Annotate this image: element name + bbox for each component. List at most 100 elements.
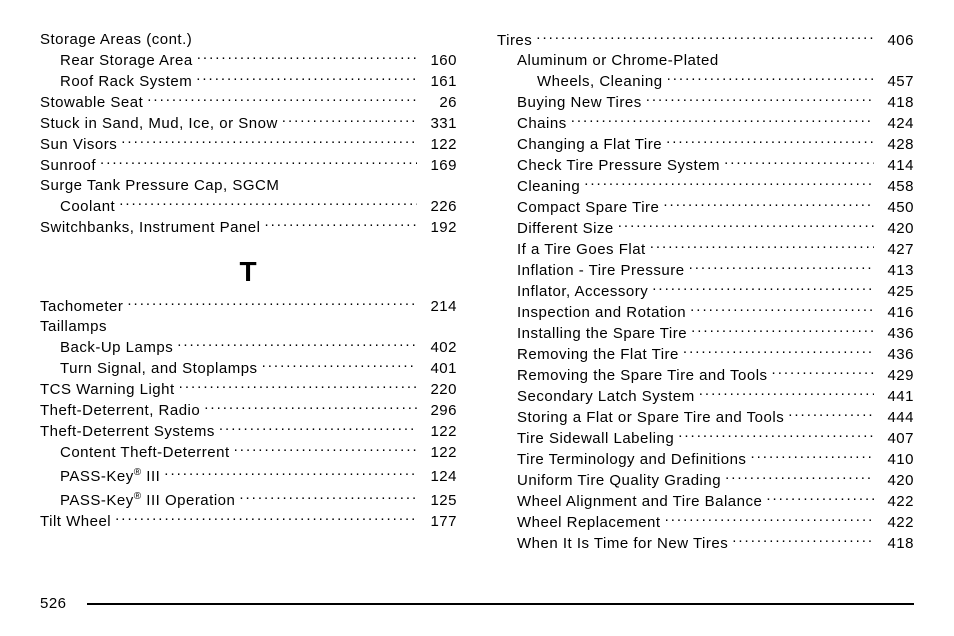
index-entry: Changing a Flat Tire 428	[497, 134, 914, 155]
leader-dots	[584, 176, 874, 191]
leader-dots	[121, 134, 417, 149]
index-entry: Coolant 226	[40, 196, 457, 217]
index-entry: Storing a Flat or Spare Tire and Tools44…	[497, 407, 914, 428]
entry-label: Turn Signal, and Stoplamps	[40, 359, 258, 379]
entry-label: Changing a Flat Tire	[497, 135, 662, 155]
entry-label: Inflation - Tire Pressure	[497, 261, 685, 281]
entry-page: 418	[878, 93, 914, 113]
entry-page: 331	[421, 114, 457, 134]
entry-page: 427	[878, 240, 914, 260]
entry-label: Uniform Tire Quality Grading	[497, 471, 721, 491]
entry-label: Aluminum or Chrome-Plated	[497, 51, 719, 71]
leader-dots	[666, 134, 874, 149]
entry-page: 410	[878, 450, 914, 470]
index-entry: Sun Visors122	[40, 134, 457, 155]
entry-label: Tire Sidewall Labeling	[497, 429, 674, 449]
entry-page: 122	[421, 443, 457, 463]
leader-dots	[115, 511, 417, 526]
index-entry: Secondary Latch System 441	[497, 386, 914, 407]
entry-label: Compact Spare Tire	[497, 198, 659, 218]
entry-label: If a Tire Goes Flat	[497, 240, 646, 260]
index-entry: Wheel Replacement422	[497, 512, 914, 533]
entry-label: Switchbanks, Instrument Panel	[40, 218, 260, 238]
entry-label: Inspection and Rotation	[497, 303, 686, 323]
leader-dots	[282, 113, 417, 128]
index-entry: Back-Up Lamps402	[40, 337, 457, 358]
entry-label: Inflator, Accessory	[497, 282, 648, 302]
entry-label: Stowable Seat	[40, 93, 143, 113]
index-entry: Theft-Deterrent Systems122	[40, 421, 457, 442]
entry-label: Sun Visors	[40, 135, 117, 155]
entry-label: Sunroof	[40, 156, 96, 176]
leader-dots	[678, 428, 874, 443]
entry-page: 402	[421, 338, 457, 358]
leader-dots	[127, 296, 417, 311]
leader-dots	[197, 50, 417, 65]
entry-page: 424	[878, 114, 914, 134]
index-page: Storage Areas (cont.)Rear Storage Area16…	[0, 0, 954, 554]
leader-dots	[164, 466, 417, 481]
entry-label: Taillamps	[40, 317, 107, 337]
entry-label: When It Is Time for New Tires	[497, 534, 728, 554]
index-entry: Buying New Tires 418	[497, 92, 914, 113]
index-entry: PASS-Key® III Operation125	[40, 487, 457, 511]
entry-label: Cleaning	[497, 177, 580, 197]
entry-page: 226	[421, 197, 457, 217]
leader-dots	[177, 337, 417, 352]
index-entry: Roof Rack System161	[40, 71, 457, 92]
index-entry: Taillamps	[40, 317, 457, 337]
index-entry: When It Is Time for New Tires418	[497, 533, 914, 554]
leader-dots	[772, 365, 874, 380]
index-entry: Uniform Tire Quality Grading 420	[497, 470, 914, 491]
index-entry: TCS Warning Light220	[40, 379, 457, 400]
leader-dots	[264, 217, 417, 232]
entry-label: Tires	[497, 31, 532, 51]
leader-dots	[724, 155, 874, 170]
index-entry: Different Size420	[497, 218, 914, 239]
leader-dots	[691, 323, 874, 338]
entry-page: 169	[421, 156, 457, 176]
index-entry: Rear Storage Area160	[40, 50, 457, 71]
entry-page: 177	[421, 512, 457, 532]
index-entry: Check Tire Pressure System414	[497, 155, 914, 176]
entry-label: Tilt Wheel	[40, 512, 111, 532]
entry-label: Rear Storage Area	[40, 51, 193, 71]
leader-dots	[536, 30, 874, 45]
entry-label: Chains	[497, 114, 567, 134]
index-entry: Inflator, Accessory 425	[497, 281, 914, 302]
left-top-entries: Storage Areas (cont.)Rear Storage Area16…	[40, 30, 457, 238]
entry-page: 124	[421, 467, 457, 487]
leader-dots	[204, 400, 417, 415]
entry-page: 436	[878, 345, 914, 365]
footer-rule	[87, 603, 914, 605]
leader-dots	[239, 490, 417, 505]
leader-dots	[766, 491, 874, 506]
entry-page: 425	[878, 282, 914, 302]
entry-page: 441	[878, 387, 914, 407]
entry-label: Different Size	[497, 219, 614, 239]
entry-label: Tire Terminology and Definitions	[497, 450, 746, 470]
entry-label: Installing the Spare Tire	[497, 324, 687, 344]
entry-label: Theft-Deterrent Systems	[40, 422, 215, 442]
entry-page: 422	[878, 492, 914, 512]
index-entry: Inflation - Tire Pressure413	[497, 260, 914, 281]
leader-dots	[179, 379, 417, 394]
entry-page: 214	[421, 297, 457, 317]
entry-page: 407	[878, 429, 914, 449]
entry-label: Coolant	[40, 197, 115, 217]
leader-dots	[196, 71, 417, 86]
leader-dots	[665, 512, 874, 527]
index-entry: Tire Terminology and Definitions 410	[497, 449, 914, 470]
entry-label: Buying New Tires	[497, 93, 642, 113]
entry-page: 420	[878, 471, 914, 491]
index-entry: Stuck in Sand, Mud, Ice, or Snow331	[40, 113, 457, 134]
entry-page: 26	[421, 93, 457, 113]
index-entry: Removing the Flat Tire436	[497, 344, 914, 365]
entry-page: 428	[878, 135, 914, 155]
entry-page: 429	[878, 366, 914, 386]
page-number: 526	[40, 595, 67, 612]
leader-dots	[663, 197, 874, 212]
section-heading: T	[40, 262, 457, 282]
entry-page: 401	[421, 359, 457, 379]
entry-label: Secondary Latch System	[497, 387, 695, 407]
